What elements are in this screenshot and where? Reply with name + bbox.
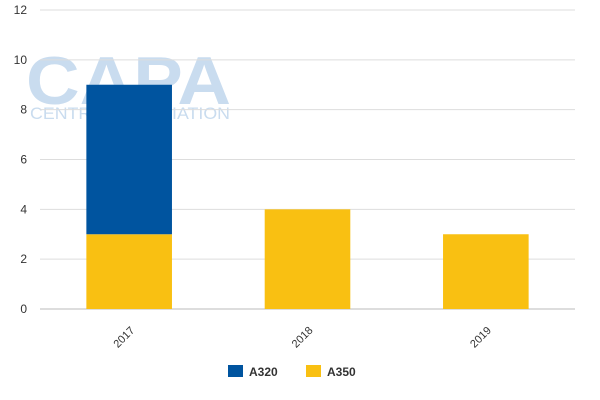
y-tick-label: 12 [14, 3, 28, 17]
bar-a350-2019 [443, 234, 529, 309]
y-tick-label: 2 [20, 252, 27, 266]
y-tick-label: 6 [20, 153, 27, 167]
y-axis-tick-labels: 0 2 4 6 8 10 12 [14, 3, 28, 316]
y-tick-label: 0 [20, 302, 27, 316]
legend-label-a350: A350 [327, 365, 356, 379]
bar-a320-2017 [86, 84, 172, 235]
x-tick-label: 2017 [111, 325, 137, 351]
legend-label-a320: A320 [249, 365, 278, 379]
y-tick-label: 10 [14, 53, 28, 67]
legend-swatch-a350 [306, 365, 321, 377]
legend: A320 A350 [228, 365, 356, 379]
x-tick-label: 2018 [290, 325, 316, 351]
y-tick-label: 8 [20, 103, 27, 117]
y-tick-label: 4 [20, 202, 27, 216]
bar-a350-2017 [86, 234, 172, 309]
x-axis-tick-labels: 2017 2018 2019 [111, 325, 493, 351]
bar-a350-2018 [264, 209, 351, 309]
legend-swatch-a320 [228, 365, 243, 377]
x-tick-label: 2019 [468, 325, 494, 351]
bars [86, 84, 529, 309]
